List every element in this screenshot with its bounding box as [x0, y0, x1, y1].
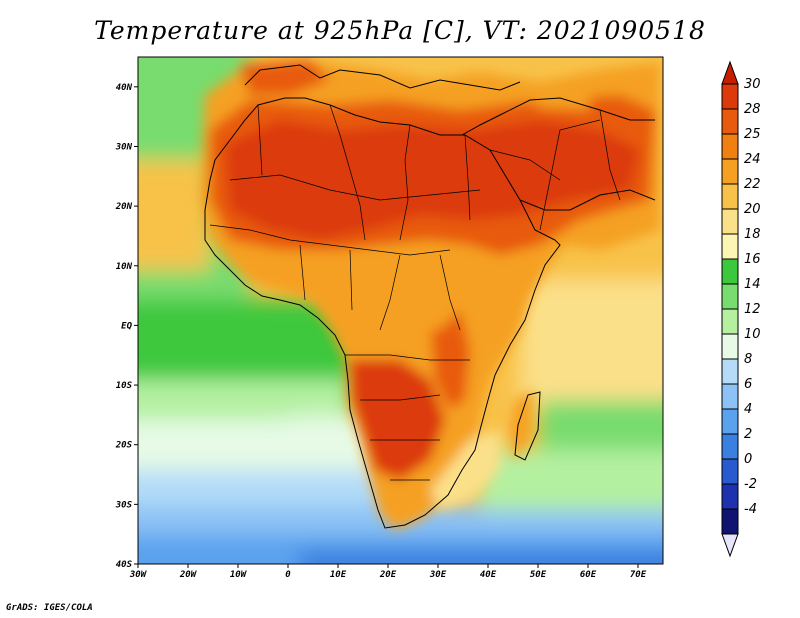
colorbar-label: 28 — [744, 102, 761, 117]
lon-tick-label: 10W — [230, 570, 248, 580]
colorbar-label: 24 — [744, 152, 761, 167]
colorbar-label: -4 — [744, 502, 757, 517]
colorbar-label: 2 — [744, 427, 752, 442]
colorbar-label: 12 — [744, 302, 761, 317]
colorbar-label: 18 — [744, 227, 761, 242]
lon-tick-label: 30E — [429, 570, 447, 580]
colorbar-swatch — [721, 383, 739, 410]
colorbar-top-arrow — [721, 60, 739, 85]
colorbar-swatch — [721, 433, 739, 460]
colorbar-label: 22 — [744, 177, 761, 192]
colorbar-label: 4 — [744, 402, 752, 417]
lat-tick-label: 20N — [115, 202, 133, 212]
lon-tick-label: 20W — [179, 570, 198, 580]
colorbar-swatch — [721, 408, 739, 435]
lon-tick-label: 40E — [480, 570, 497, 580]
colorbar-swatch — [721, 133, 739, 160]
colorbar-swatch — [721, 458, 739, 485]
colorbar-swatch — [721, 308, 739, 335]
country-borders — [209, 104, 621, 481]
credit-text: GrADS: IGES/COLA — [6, 603, 93, 613]
colorbar-swatch — [721, 233, 739, 260]
lat-tick-label: 20S — [115, 441, 133, 451]
lat-tick-label: 30N — [115, 142, 133, 152]
colorbar-swatch — [721, 83, 739, 110]
colorbar-label: 0 — [744, 452, 752, 467]
land-temperature-field — [200, 60, 660, 530]
colorbar-label: 8 — [744, 352, 752, 367]
plot-frame — [137, 56, 664, 565]
lon-tick-label: 30W — [129, 570, 148, 580]
colorbar-label: 6 — [744, 377, 752, 392]
lat-tick-label: 40S — [116, 560, 133, 570]
latitude-axis: 40N 30N 20N 10N EQ 10S 20S 30S 40S — [115, 83, 138, 570]
colorbar-swatch — [721, 183, 739, 210]
lat-tick-label: 40N — [116, 83, 133, 93]
coastlines — [204, 64, 656, 529]
lat-tick-label: 10S — [116, 381, 133, 391]
colorbar-swatch — [721, 158, 739, 185]
colorbar-label: 10 — [744, 327, 761, 342]
colorbar-label: 14 — [744, 277, 761, 292]
colorbar-swatch — [721, 508, 739, 535]
plot-area — [138, 57, 663, 564]
colorbar-swatch — [721, 283, 739, 310]
lon-tick-label: 0 — [285, 570, 291, 580]
colorbar-label: 30 — [744, 77, 761, 92]
colorbar-label: -2 — [744, 477, 757, 492]
colorbar-label: 25 — [744, 127, 761, 142]
colorbar-swatch — [721, 108, 739, 135]
colorbar-swatch — [721, 483, 739, 510]
lat-tick-label: 30S — [115, 500, 133, 510]
lon-tick-label: 70E — [630, 570, 647, 580]
colorbar-swatch — [721, 358, 739, 385]
lon-tick-label: 60E — [580, 570, 597, 580]
lon-tick-label: 10E — [330, 570, 347, 580]
colorbar-label: 16 — [744, 252, 761, 267]
lon-tick-label: 20E — [379, 570, 397, 580]
colorbar-swatch — [721, 208, 739, 235]
lat-tick-label: EQ — [121, 321, 132, 331]
lat-tick-label: 10N — [116, 262, 133, 272]
lon-tick-label: 50E — [530, 570, 547, 580]
colorbar-swatch — [721, 333, 739, 360]
colorbar-bottom-arrow — [721, 533, 739, 558]
colorbar-swatch — [721, 258, 739, 285]
map-title: Temperature at 925hPa [C], VT: 202109051… — [94, 16, 706, 45]
colorbar-label: 20 — [744, 202, 761, 217]
longitude-axis: 30W 20W 10W 0 10E 20E 30E 40E 50E 60E 70E — [129, 564, 647, 580]
